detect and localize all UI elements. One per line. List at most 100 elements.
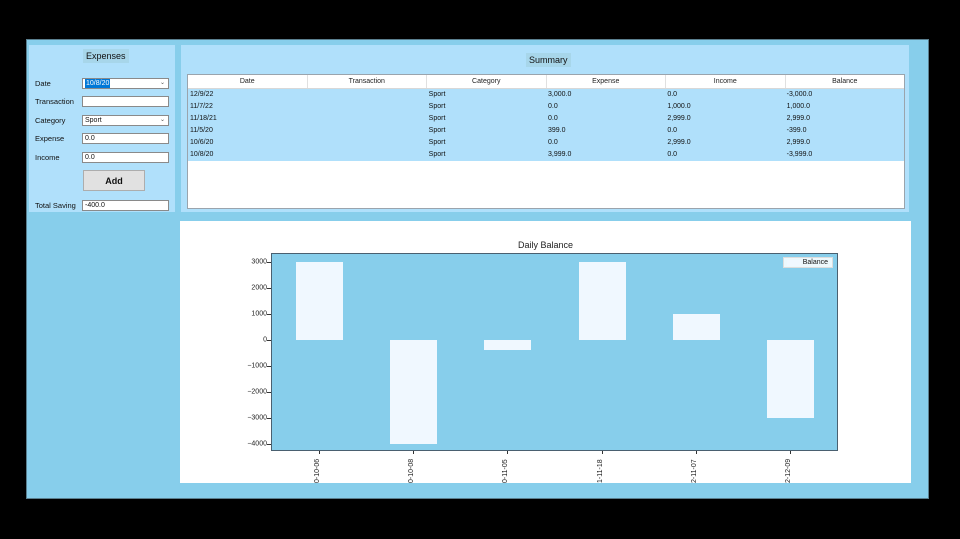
summary-table[interactable]: Date Transaction Category Expense Income… <box>187 74 905 209</box>
expense-row: Expense 0.0 <box>35 132 173 144</box>
y-tick-mark <box>267 287 271 289</box>
cell-balance: -3,000.0 <box>786 91 813 98</box>
cell-income: 0.0 <box>667 91 678 98</box>
cell-transaction <box>307 149 426 161</box>
chart-legend: Balance <box>783 257 833 268</box>
cell-expense: 0.0 <box>547 103 558 110</box>
cell-income: 0.0 <box>667 127 678 134</box>
cell-date: 12/9/22 <box>190 91 214 98</box>
y-tick-mark <box>267 366 271 367</box>
x-tick-mark <box>696 451 697 454</box>
category-row: Category Sport ⌄ <box>35 114 173 126</box>
expense-label: Expense <box>35 133 65 143</box>
column-header-category[interactable]: Category <box>427 75 547 88</box>
cell-date: 10/6/20 <box>190 139 214 146</box>
cell-category: Sport <box>428 115 446 122</box>
column-header-transaction[interactable]: Transaction <box>308 75 427 88</box>
cell-category: Sport <box>428 139 446 146</box>
bar-2020-11-05 <box>484 340 531 350</box>
cell-expense: 3,999.0 <box>547 151 572 158</box>
total-saving-field[interactable]: -400.0 <box>82 199 169 211</box>
bar-2021-11-18 <box>579 262 626 340</box>
column-header-expense[interactable]: Expense <box>547 75 666 88</box>
plot-area: Balance <box>271 253 838 451</box>
total-saving-label: Total Saving <box>35 200 76 210</box>
summary-panel: Summary Date Transaction Category Expens… <box>181 45 909 212</box>
table-row[interactable]: 10/8/20 Sport 3,999.0 0.0 -3,999.0 <box>188 149 904 161</box>
cell-transaction <box>307 101 426 113</box>
y-tick-mark <box>267 418 271 420</box>
table-row[interactable]: 12/9/22 Sport 3,000.0 0.0 -3,000.0 <box>188 89 904 101</box>
x-tick-mark <box>507 451 508 454</box>
y-tick-mark <box>267 339 271 341</box>
cell-transaction <box>307 89 426 101</box>
column-header-date[interactable]: Date <box>188 75 308 88</box>
chevron-down-icon: ⌄ <box>159 79 165 86</box>
legend-swatch <box>787 260 801 266</box>
cell-expense: 3,000.0 <box>547 91 572 98</box>
x-tick-mark <box>790 451 791 454</box>
x-tick-label: 0-10-08 <box>408 458 415 483</box>
y-tick-label: 1000 <box>251 310 267 318</box>
cell-income: 1,000.0 <box>667 103 691 110</box>
cell-balance: 1,000.0 <box>786 103 810 110</box>
total-saving-row: Total Saving -400.0 <box>35 199 173 211</box>
bar-2022-11-07 <box>673 314 720 340</box>
date-label: Date <box>35 78 51 88</box>
chart-title: Daily Balance <box>517 240 574 250</box>
cell-category: Sport <box>428 127 446 134</box>
x-tick-mark <box>319 451 320 454</box>
column-header-income[interactable]: Income <box>666 75 786 88</box>
transaction-label: Transaction <box>35 96 74 106</box>
x-tick-mark <box>413 451 414 454</box>
column-header-balance[interactable]: Balance <box>832 78 858 85</box>
cell-date: 11/5/20 <box>190 127 213 134</box>
y-tick-mark <box>267 392 271 393</box>
cell-date: 10/8/20 <box>190 151 214 158</box>
expenses-form-panel: Expenses Date 10/8/20 ⌄ Transaction Cate… <box>29 45 175 212</box>
x-tick-label: 2-11-07 <box>691 459 698 483</box>
x-tick-label: 0-10-06 <box>314 458 321 483</box>
cell-expense: 0.0 <box>547 139 558 146</box>
cell-expense: 399.0 <box>547 127 566 134</box>
cell-transaction <box>307 137 426 149</box>
y-tick-label: −1000 <box>247 362 267 370</box>
y-tick-label: −3000 <box>247 414 267 422</box>
y-tick-label: −2000 <box>247 388 267 396</box>
cell-transaction <box>307 125 426 137</box>
transaction-row: Transaction <box>35 95 173 107</box>
income-input[interactable]: 0.0 <box>82 151 169 163</box>
chevron-down-icon: ⌄ <box>159 116 165 123</box>
y-tick-mark <box>267 261 271 263</box>
y-tick-label: 3000 <box>251 258 267 266</box>
cell-income: 2,999.0 <box>667 115 691 122</box>
date-value: 10/8/20 <box>85 78 111 88</box>
y-tick-label: −4000 <box>247 440 267 448</box>
cell-date: 11/7/22 <box>190 103 213 110</box>
bar-2022-12-09 <box>767 340 814 418</box>
table-row[interactable]: 11/18/21 Sport 0.0 2,999.0 2,999.0 <box>188 113 904 125</box>
transaction-input[interactable] <box>82 95 169 107</box>
x-tick-mark <box>602 451 603 454</box>
table-row[interactable]: 11/7/22 Sport 0.0 1,000.0 1,000.0 <box>188 101 904 113</box>
x-tick-label: 0-11-05 <box>502 459 509 483</box>
cell-category: Sport <box>428 91 446 98</box>
bar-2020-10-06 <box>296 262 343 340</box>
cell-date: 11/18/21 <box>190 115 217 122</box>
income-row: Income 0.0 <box>35 151 173 163</box>
cell-category: Sport <box>428 151 446 158</box>
add-button[interactable]: Add <box>83 170 145 191</box>
table-row[interactable]: 10/6/20 Sport 0.0 2,999.0 2,999.0 <box>188 137 904 149</box>
y-tick-label: 0 <box>263 336 267 344</box>
y-tick-mark <box>267 313 271 315</box>
category-select[interactable]: Sport ⌄ <box>82 114 169 126</box>
cell-category: Sport <box>428 103 446 110</box>
summary-title: Summary <box>526 53 571 67</box>
cell-balance: 2,999.0 <box>786 139 810 146</box>
date-picker[interactable]: 10/8/20 ⌄ <box>82 77 169 89</box>
income-label: Income <box>35 152 60 162</box>
cell-income: 2,999.0 <box>667 139 691 146</box>
table-row[interactable]: 11/5/20 Sport 399.0 0.0 -399.0 <box>188 125 904 137</box>
expense-input[interactable]: 0.0 <box>82 132 169 144</box>
cell-balance: -399.0 <box>786 127 807 134</box>
